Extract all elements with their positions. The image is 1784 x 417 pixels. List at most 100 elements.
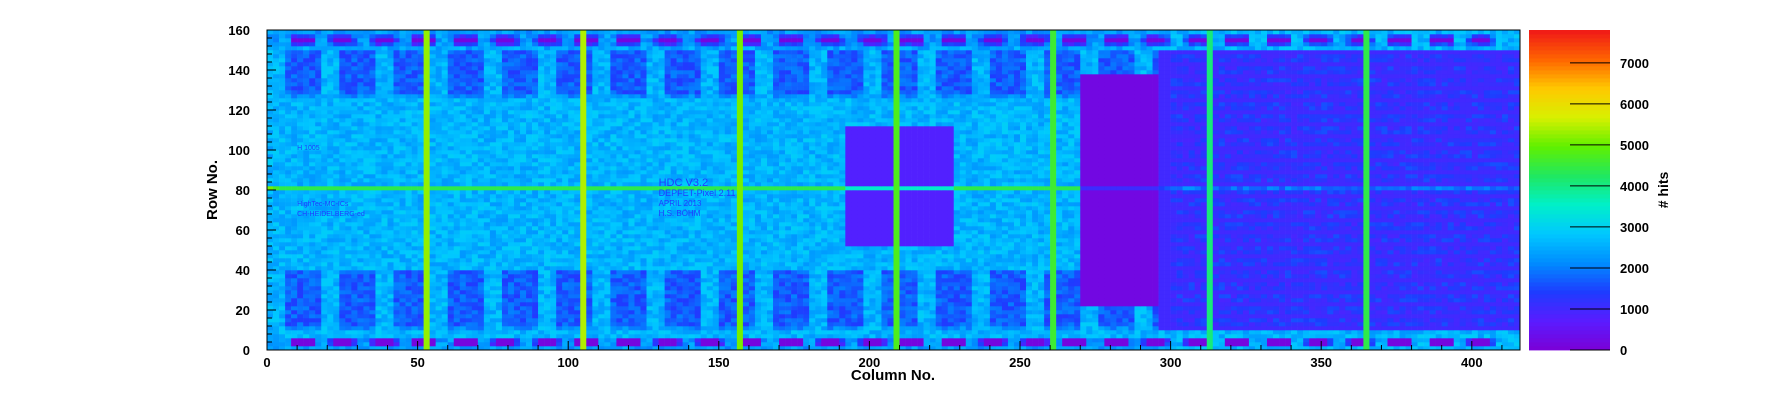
heatmap-cell <box>1206 322 1214 327</box>
heatmap-cell <box>327 258 334 263</box>
heatmap-cell <box>393 330 400 335</box>
heatmap-cell <box>1182 266 1189 271</box>
heatmap-cell <box>411 258 418 263</box>
heatmap-cell <box>1128 342 1135 347</box>
heatmap-cell <box>1459 294 1467 299</box>
heatmap-cell <box>610 262 617 267</box>
heatmap-cell <box>1206 278 1214 283</box>
heatmap-cell <box>658 306 665 311</box>
heatmap-cell <box>1435 274 1442 279</box>
heatmap-cell <box>580 314 587 319</box>
heatmap-cell <box>1279 306 1286 311</box>
heatmap-cell <box>1086 326 1093 331</box>
heatmap-cell <box>700 298 708 303</box>
heatmap-cell <box>724 290 732 295</box>
heatmap-cell <box>1116 334 1123 339</box>
heatmap-cell <box>634 322 641 327</box>
heatmap-cell <box>1345 262 1352 267</box>
heatmap-cell <box>1405 282 1412 287</box>
heatmap-cell <box>544 286 551 291</box>
heatmap-cell <box>441 254 449 259</box>
heatmap-cell <box>791 306 798 311</box>
heatmap-cell <box>315 282 322 287</box>
heatmap-cell <box>1206 270 1214 275</box>
heatmap-cell <box>1266 306 1274 311</box>
heatmap-cell <box>1369 302 1376 307</box>
heatmap-cell <box>1387 310 1394 315</box>
heatmap-cell <box>309 262 316 267</box>
heatmap-cell <box>538 322 545 327</box>
heatmap-cell <box>760 342 768 347</box>
heatmap-cell <box>550 274 557 279</box>
heatmap-cell <box>815 282 822 287</box>
heatmap-cell <box>712 274 720 279</box>
heatmap-cell <box>1291 334 1298 339</box>
heatmap-cell <box>1001 270 1009 275</box>
heatmap-cell <box>1050 346 1057 351</box>
heatmap-cell <box>664 294 671 299</box>
heatmap-cell <box>447 282 455 287</box>
heatmap-cell <box>1062 346 1069 351</box>
heatmap-cell <box>1495 278 1503 283</box>
heatmap-cell <box>760 334 768 339</box>
heatmap-cell <box>1116 262 1123 267</box>
heatmap-cell <box>604 282 611 287</box>
heatmap-cell <box>736 338 744 343</box>
heatmap-cell <box>797 290 804 295</box>
heatmap-cell <box>694 302 702 307</box>
heatmap-cell <box>297 298 304 303</box>
heatmap-cell <box>447 326 455 331</box>
heatmap-cell <box>507 322 515 327</box>
heatmap-cell <box>375 298 382 303</box>
heatmap-cell <box>1507 302 1515 307</box>
heatmap-cell <box>1236 278 1244 283</box>
heatmap-cell <box>1212 286 1220 291</box>
heatmap-cell <box>911 342 918 347</box>
heatmap-cell <box>604 346 611 351</box>
heatmap-cell <box>1254 326 1262 331</box>
heatmap-cell <box>604 274 611 279</box>
heatmap-cell <box>1393 270 1400 275</box>
heatmap-cell <box>1062 294 1069 299</box>
heatmap-cell <box>640 294 647 299</box>
heatmap-cell <box>399 266 406 271</box>
heatmap-cell <box>628 338 635 343</box>
heatmap-cell <box>736 298 744 303</box>
heatmap-cell <box>1224 274 1232 279</box>
heatmap-cell <box>1170 278 1177 283</box>
heatmap-cell <box>327 266 334 271</box>
heatmap-cell <box>550 286 557 291</box>
heatmap-cell <box>1315 294 1322 299</box>
heatmap-cell <box>1363 262 1370 267</box>
heatmap-cell <box>465 334 473 339</box>
heatmap-cell <box>1038 318 1045 323</box>
heatmap-cell <box>682 298 689 303</box>
heatmap-cell <box>1260 306 1268 311</box>
heatmap-cell <box>857 294 864 299</box>
heatmap-cell <box>1375 286 1382 291</box>
heatmap-cell <box>821 338 828 343</box>
heatmap-cell <box>574 282 581 287</box>
heatmap-cell <box>369 298 376 303</box>
heatmap-cell <box>809 330 816 335</box>
heatmap-cell <box>1026 322 1033 327</box>
heatmap-cell <box>1116 318 1123 323</box>
heatmap-cell <box>983 330 991 335</box>
heatmap-cell <box>321 266 328 271</box>
heatmap-cell <box>399 314 406 319</box>
heatmap-cell <box>923 258 930 263</box>
heatmap-cell <box>441 290 449 295</box>
heatmap-cell <box>1038 266 1045 271</box>
heatmap-cell <box>935 330 942 335</box>
heatmap-cell <box>1387 286 1394 291</box>
heatmap-cell <box>1080 338 1087 343</box>
heatmap-cell <box>797 346 804 351</box>
heatmap-cell <box>785 294 792 299</box>
heatmap-cell <box>1001 302 1009 307</box>
heatmap-cell <box>1279 278 1286 283</box>
heatmap-cell <box>839 254 846 259</box>
heatmap-cell <box>773 278 780 283</box>
heatmap-cell <box>929 286 936 291</box>
heatmap-cell <box>477 282 485 287</box>
heatmap-cell <box>291 306 298 311</box>
